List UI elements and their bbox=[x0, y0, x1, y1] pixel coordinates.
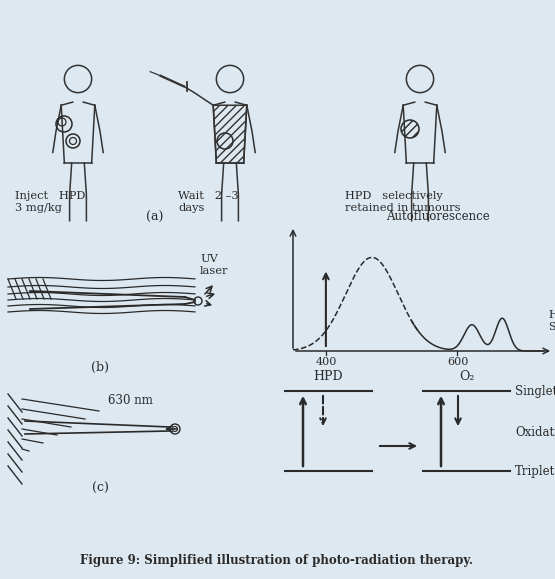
Text: HPD   selectively
retained in tumours: HPD selectively retained in tumours bbox=[345, 191, 461, 212]
Text: Singlet: Singlet bbox=[515, 384, 555, 398]
Text: 600: 600 bbox=[447, 357, 468, 367]
Text: (b): (b) bbox=[91, 361, 109, 374]
Text: 400: 400 bbox=[315, 357, 336, 367]
Text: Inject   HPD
3 mg/kg: Inject HPD 3 mg/kg bbox=[15, 191, 85, 212]
Text: 630 nm: 630 nm bbox=[108, 394, 153, 407]
Text: (c): (c) bbox=[92, 482, 108, 495]
Text: UV
laser: UV laser bbox=[200, 254, 229, 276]
Text: Autofluorescence: Autofluorescence bbox=[386, 210, 490, 223]
Text: HPD
Signal: HPD Signal bbox=[548, 310, 555, 332]
Text: Triplet: Triplet bbox=[515, 464, 555, 478]
Text: Figure 9: Simplified illustration of photo-radiation therapy.: Figure 9: Simplified illustration of pho… bbox=[80, 554, 473, 567]
Text: Oxidation: Oxidation bbox=[515, 427, 555, 439]
Text: O₂: O₂ bbox=[459, 370, 474, 383]
Text: HPD: HPD bbox=[314, 370, 344, 383]
Text: Wait   2 –3
days: Wait 2 –3 days bbox=[178, 191, 239, 212]
Text: (a): (a) bbox=[147, 211, 164, 224]
